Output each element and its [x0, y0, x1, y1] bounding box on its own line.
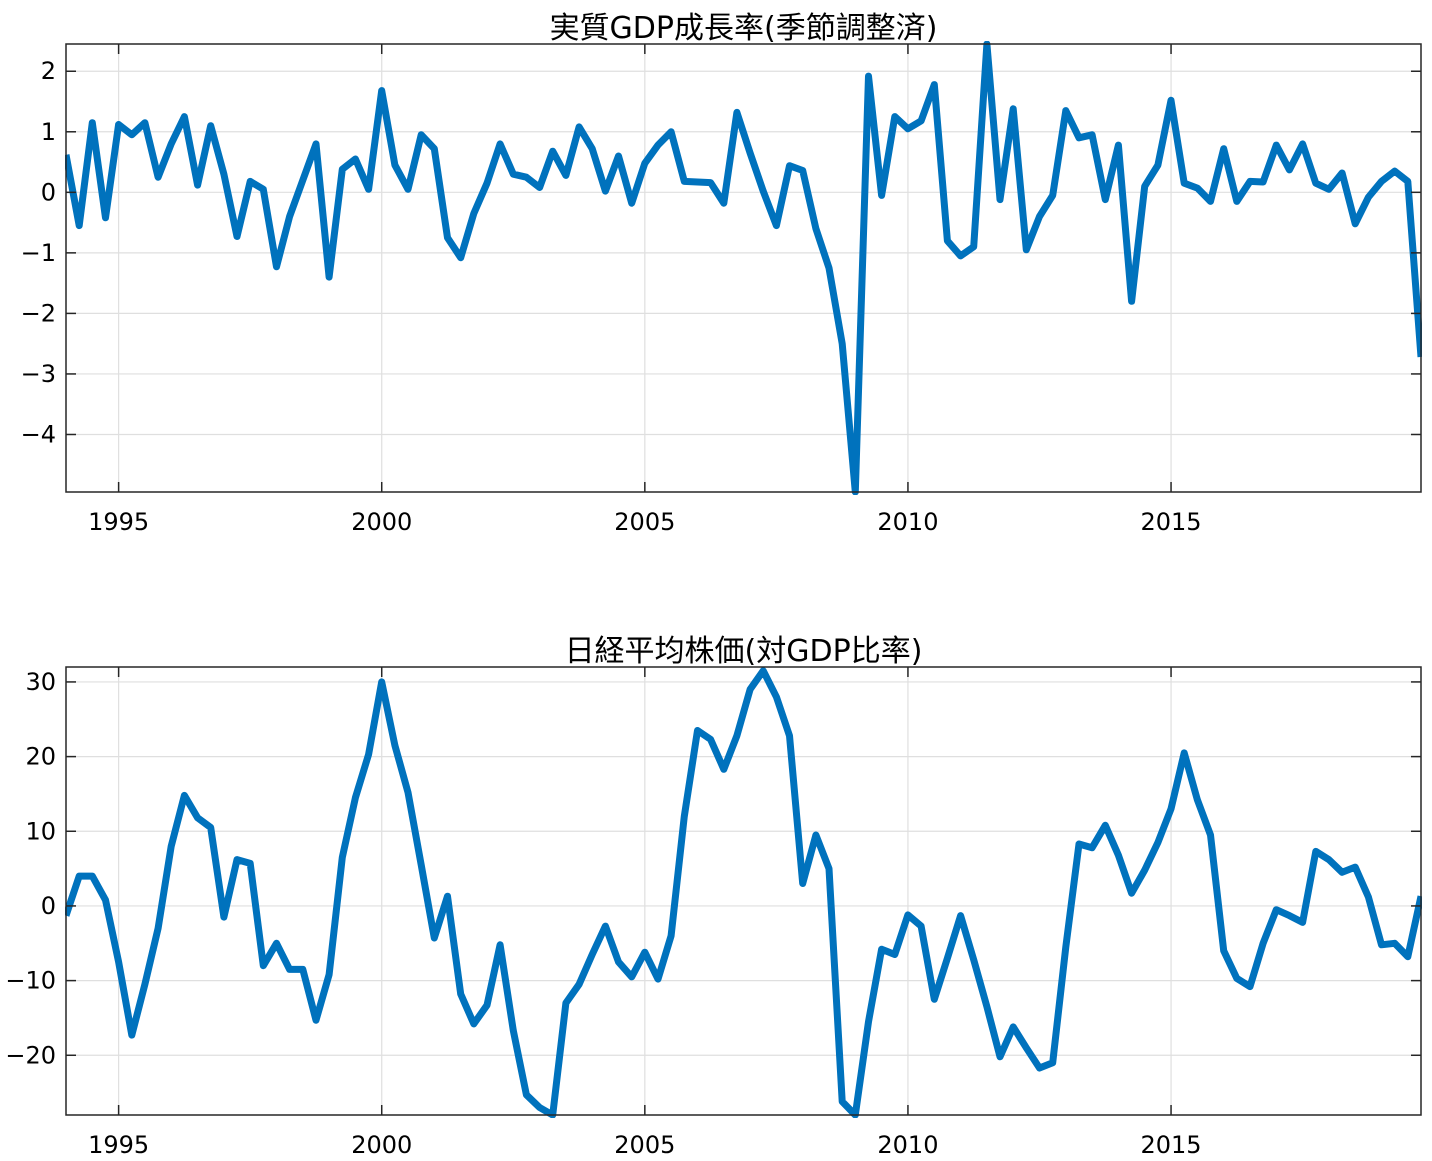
x-tick-label: 2005: [614, 508, 675, 536]
x-tick-labels: 1995 2000 2005 2010 2015: [88, 1131, 1202, 1159]
y-tick-label: 10: [25, 817, 56, 845]
chart-title: 日経平均株価(対GDP比率): [565, 634, 923, 669]
x-tick-label: 2005: [614, 1131, 675, 1159]
x-tick-label: 2000: [351, 508, 412, 536]
axes-box: [66, 44, 1421, 492]
x-tick-label: 1995: [88, 1131, 149, 1159]
y-tick-label: −4: [21, 420, 56, 448]
x-tick-labels: 1995 2000 2005 2010 2015: [88, 508, 1202, 536]
y-tick-label: 2: [41, 57, 56, 85]
y-tick-label: 20: [25, 743, 56, 771]
series-line: [66, 671, 1421, 1115]
nikkei-ratio-chart: 日経平均株価(対GDP比率) 1995 2000 2005 2010 2015 3020…: [5, 634, 1421, 1159]
y-tick-label: 0: [41, 892, 56, 920]
y-tick-label: 0: [41, 178, 56, 206]
y-tick-label: 1: [41, 118, 56, 146]
y-tick-labels: 2 1 0 −1 −2 −3 −4: [21, 57, 56, 448]
series-line: [66, 44, 1421, 492]
x-tick-label: 2010: [877, 1131, 938, 1159]
y-tick-label: −20: [5, 1041, 56, 1069]
chart-title: 実質GDP成長率(季節調整済): [550, 11, 938, 46]
x-tick-label: 2000: [351, 1131, 412, 1159]
x-tick-label: 1995: [88, 508, 149, 536]
x-tick-label: 2015: [1141, 508, 1202, 536]
x-tick-label: 2010: [877, 508, 938, 536]
y-tick-labels: 30 20 10 0 −10 −20: [5, 668, 56, 1069]
y-tick-label: −2: [21, 299, 56, 327]
grid-lines: [66, 44, 1421, 492]
y-tick-label: −1: [21, 239, 56, 267]
y-tick-label: 30: [25, 668, 56, 696]
y-tick-label: −3: [21, 360, 56, 388]
x-tick-label: 2015: [1141, 1131, 1202, 1159]
gdp-growth-chart: 実質GDP成長率(季節調整済) 1995 2000 2005 2010 2015 2 1 0…: [21, 11, 1421, 536]
series-lines: [66, 44, 1421, 492]
y-tick-label: −10: [5, 967, 56, 995]
series-lines: [66, 671, 1421, 1115]
tick-marks: [66, 44, 1421, 492]
